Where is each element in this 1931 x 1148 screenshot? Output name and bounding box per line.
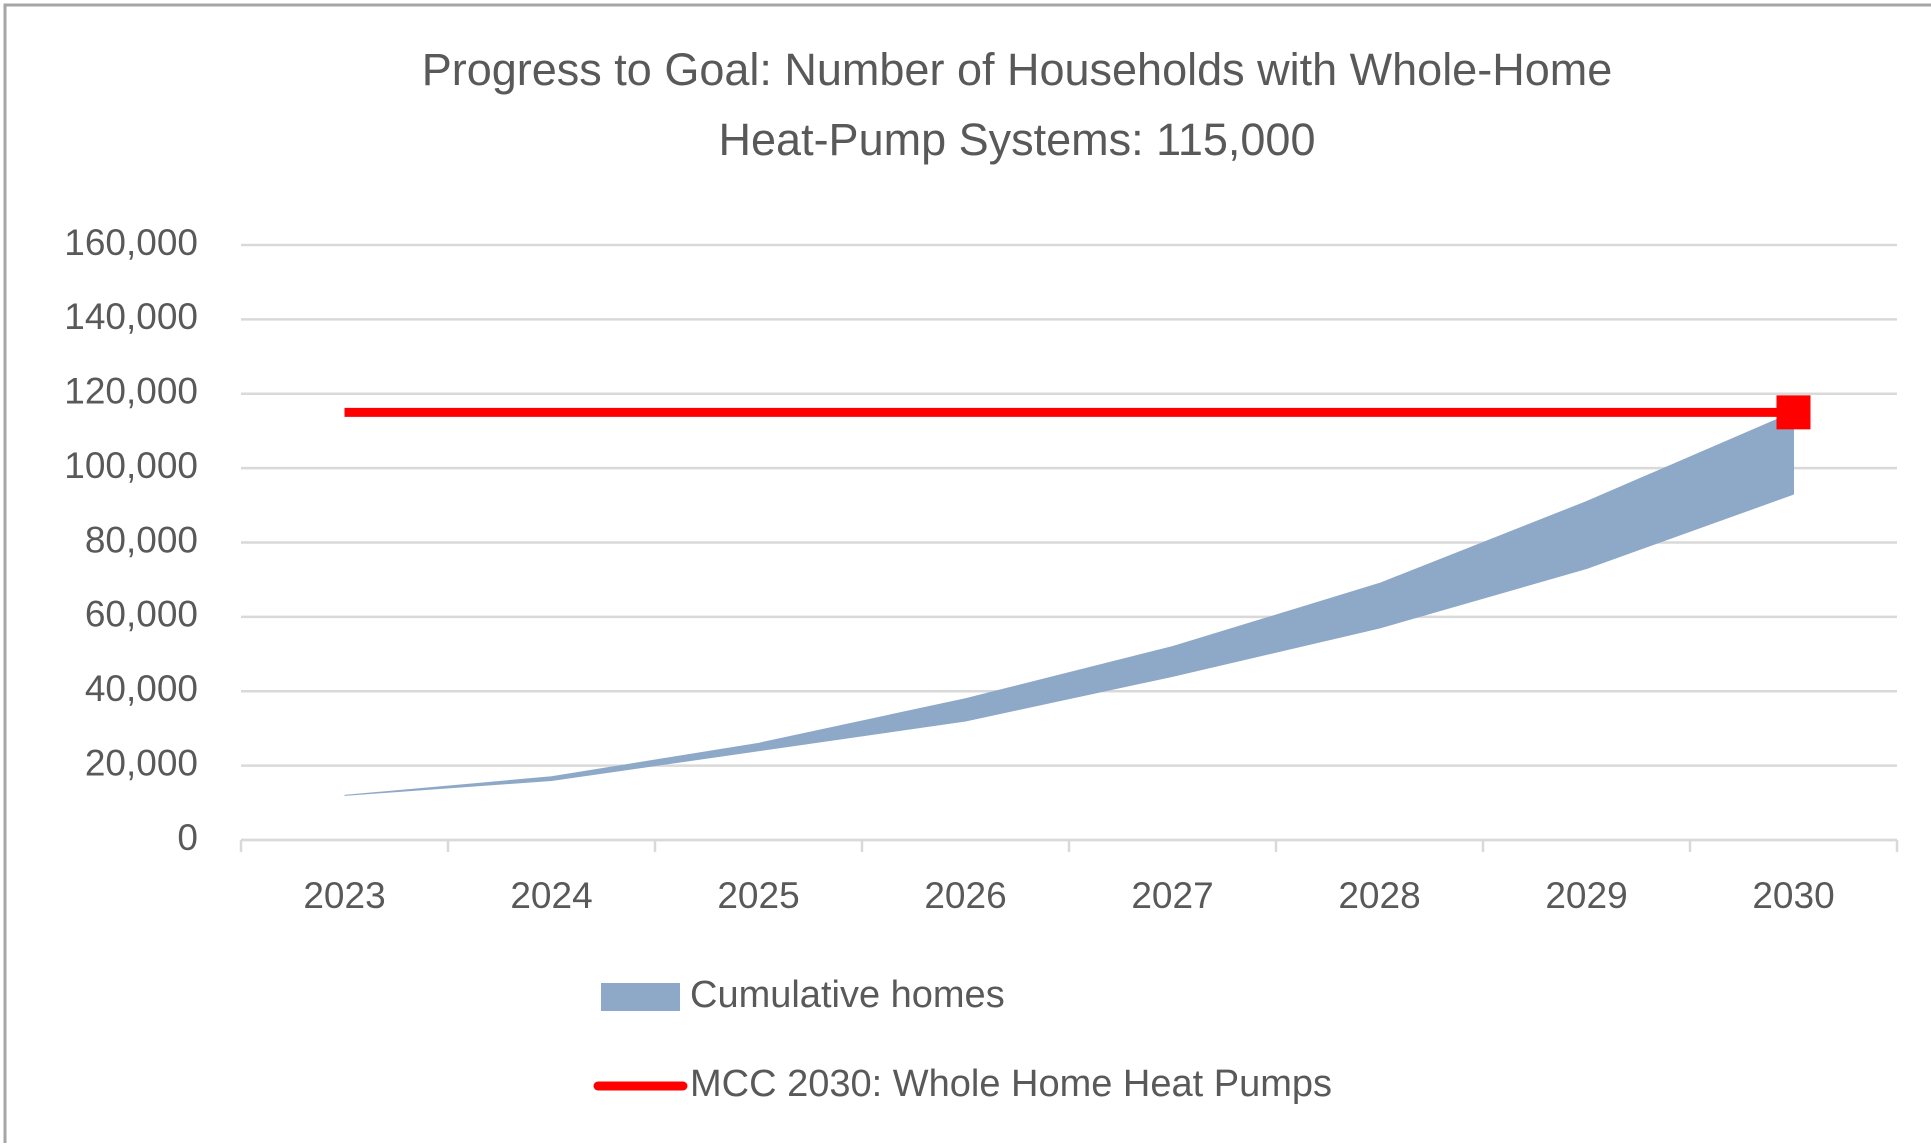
x-tick-label: 2029 [1545, 875, 1627, 916]
chart-border [3, 3, 1931, 1148]
x-tick-label: 2025 [717, 875, 799, 916]
y-tick-label: 20,000 [85, 742, 198, 783]
x-tick-label: 2028 [1338, 875, 1420, 916]
legend-label: MCC 2030: Whole Home Heat Pumps [690, 1063, 1332, 1105]
y-tick-label: 160,000 [64, 222, 198, 263]
x-tick-label: 2030 [1752, 875, 1834, 916]
y-tick-label: 60,000 [85, 594, 198, 635]
y-tick-label: 0 [177, 817, 198, 858]
y-tick-label: 80,000 [85, 519, 198, 560]
x-tick-label: 2023 [303, 875, 385, 916]
target-marker [1776, 395, 1811, 430]
x-tick-label: 2027 [1131, 875, 1213, 916]
chart-title: Progress to Goal: Number of Households w… [422, 44, 1613, 95]
y-tick-label: 40,000 [85, 668, 198, 709]
legend-label: Cumulative homes [690, 974, 1005, 1016]
y-tick-label: 100,000 [64, 445, 198, 486]
chart-title: Heat-Pump Systems: 115,000 [719, 114, 1316, 165]
legend-swatch [601, 983, 680, 1011]
y-tick-label: 140,000 [64, 296, 198, 337]
x-tick-label: 2026 [924, 875, 1006, 916]
range-area [344, 411, 1794, 796]
x-tick-label: 2024 [510, 875, 592, 916]
y-tick-label: 120,000 [64, 371, 198, 412]
